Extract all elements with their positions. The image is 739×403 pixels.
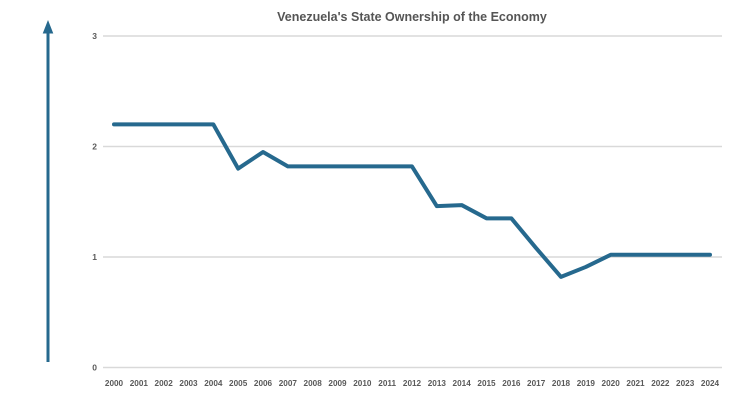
svg-text:2004: 2004 (204, 379, 223, 388)
svg-text:2015: 2015 (477, 379, 496, 388)
svg-text:2022: 2022 (651, 379, 670, 388)
x-axis-tick-labels: 2000 2001 2002 2003 2004 2005 2006 2007 2008 2009… (105, 379, 720, 388)
svg-text:2003: 2003 (179, 379, 198, 388)
svg-text:2007: 2007 (279, 379, 298, 388)
svg-text:2005: 2005 (229, 379, 248, 388)
chart-title: Venezuela's State Ownership of the Econo… (277, 10, 547, 24)
svg-text:2011: 2011 (378, 379, 396, 388)
svg-text:2014: 2014 (453, 379, 472, 388)
y-axis-tick-labels: 0 1 2 3 (92, 31, 97, 373)
svg-text:2017: 2017 (527, 379, 546, 388)
data-series-line (112, 122, 712, 279)
svg-text:2019: 2019 (577, 379, 596, 388)
svg-text:2020: 2020 (602, 379, 621, 388)
svg-text:0: 0 (92, 363, 97, 373)
svg-text:3: 3 (92, 31, 97, 41)
svg-text:2023: 2023 (676, 379, 695, 388)
svg-text:2010: 2010 (353, 379, 372, 388)
svg-text:2: 2 (92, 142, 97, 152)
svg-text:2009: 2009 (328, 379, 347, 388)
svg-text:2008: 2008 (304, 379, 323, 388)
svg-text:2000: 2000 (105, 379, 124, 388)
svg-text:2013: 2013 (428, 379, 447, 388)
svg-text:2002: 2002 (155, 379, 174, 388)
svg-text:2021: 2021 (626, 379, 645, 388)
svg-text:2024: 2024 (701, 379, 720, 388)
svg-text:2016: 2016 (502, 379, 521, 388)
svg-text:2006: 2006 (254, 379, 273, 388)
svg-text:2001: 2001 (130, 379, 149, 388)
svg-text:2012: 2012 (403, 379, 422, 388)
gridlines (103, 35, 722, 369)
svg-text:1: 1 (92, 252, 97, 262)
up-arrow-icon (42, 20, 54, 362)
svg-text:2018: 2018 (552, 379, 571, 388)
